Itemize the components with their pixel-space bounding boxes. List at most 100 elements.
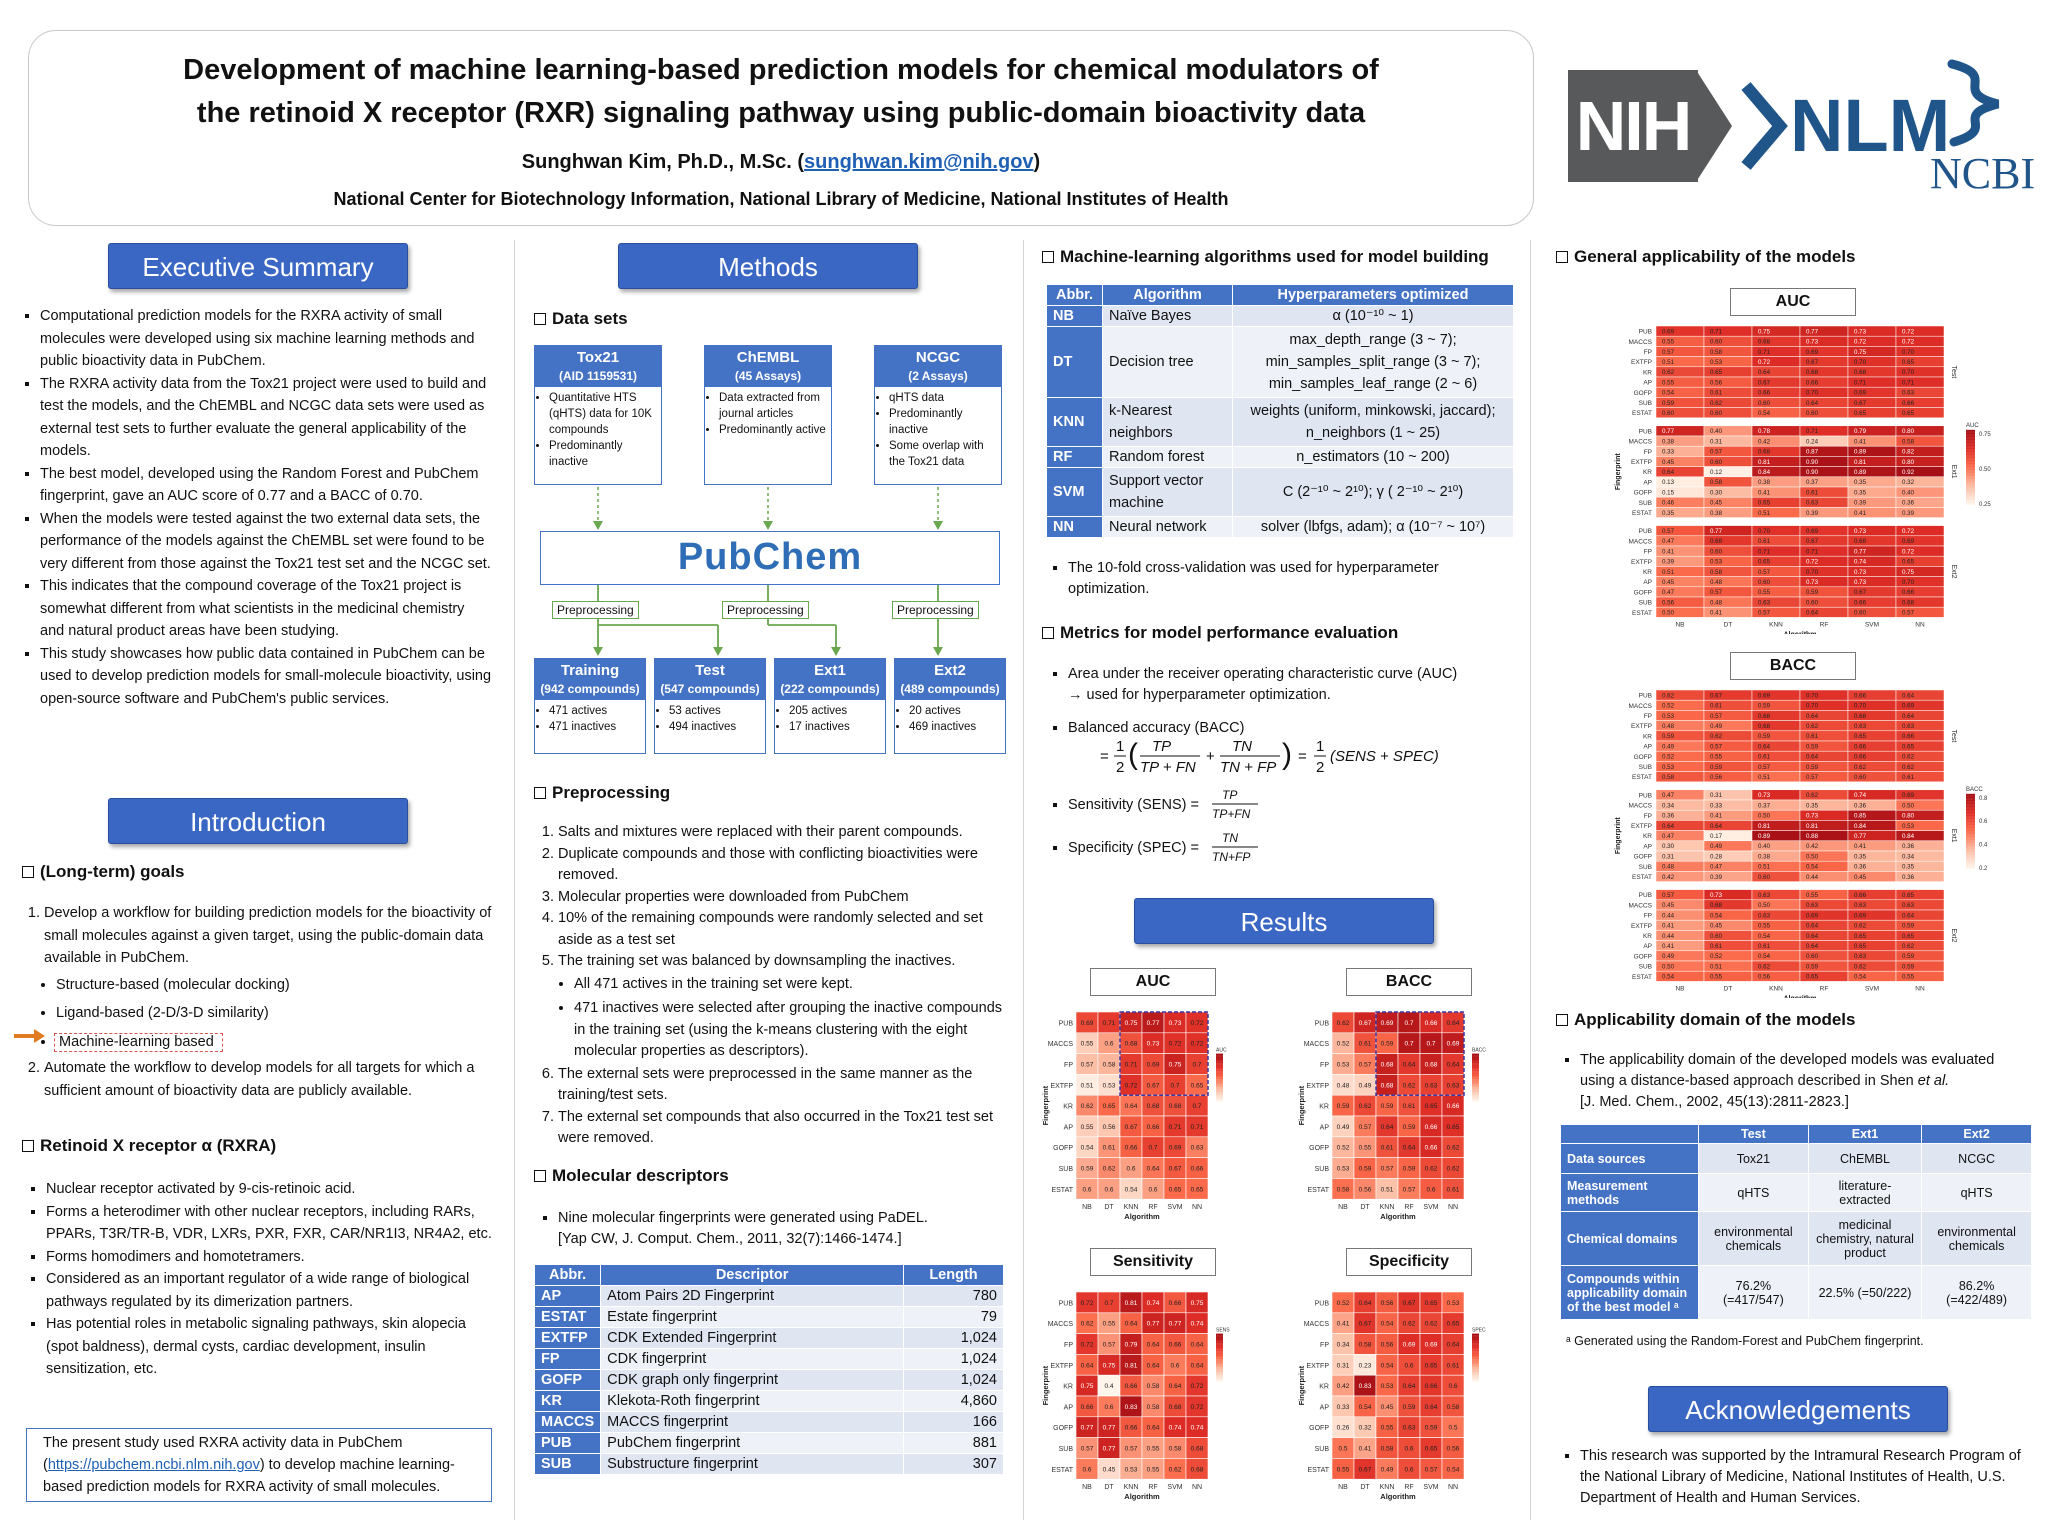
- legend-swatch: [1966, 501, 1975, 504]
- table-cell: RF: [1046, 446, 1103, 468]
- bacc-formula: = 1 2 ( TP TP + FN + TN TN + FP ) = 1 2 (SEN…: [1100, 738, 1439, 776]
- heatmap-cell-label: 0.65: [1447, 1321, 1460, 1328]
- heatmap-cell-label: 0.54: [1854, 974, 1867, 981]
- heatmap-cell-label: 0.84: [1902, 833, 1915, 840]
- heatmap-column-label: NN: [1192, 1484, 1202, 1491]
- legend-swatch: [1472, 1360, 1479, 1363]
- heatmap-cell-label: 0.41: [1854, 510, 1867, 517]
- heatmap-cell-label: 0.39: [1806, 510, 1819, 517]
- author-email-link[interactable]: sunghwan.kim@nih.gov: [804, 151, 1034, 173]
- heatmap-cell-label: 0.32: [1902, 479, 1915, 486]
- heatmap-cell-label: 0.64: [1758, 743, 1771, 750]
- table-row: FP CDK fingerprint 1,024: [533, 1348, 1004, 1370]
- column-header: Hyperparameters optimized: [1232, 284, 1514, 306]
- heatmap-cell-label: 0.66: [1902, 589, 1915, 596]
- heatmap-cell-label: 0.54: [1381, 1321, 1394, 1328]
- heatmap-cell: [1895, 970, 1945, 982]
- heatmap-cell-label: 0.7: [1192, 1103, 1201, 1110]
- heatmap-cell-label: 0.35: [1902, 864, 1915, 871]
- heatmap-x-axis-label: Algorithm: [1783, 995, 1816, 998]
- heatmap-cell-label: 0.45: [1710, 923, 1723, 930]
- heatmap-column-label: NB: [1675, 985, 1684, 992]
- set-item: 205 actives: [789, 703, 881, 719]
- note-text-end: ) to develop machine learning-based pred…: [43, 1457, 455, 1495]
- heatmap-cell-label: 0.5: [1338, 1446, 1347, 1453]
- legend-swatch: [1966, 844, 1975, 847]
- heatmap-cell-label: 0.28: [1710, 853, 1723, 860]
- legend-swatch: [1472, 1341, 1479, 1344]
- heatmap-cell-label: 0.55: [1103, 1321, 1116, 1328]
- heatmap-row-label: PUB: [1639, 528, 1652, 535]
- metric-item: Specificity (SPEC) =: [1068, 837, 1510, 860]
- heatmap-column-label: NN: [1915, 621, 1925, 628]
- heatmap-cell: [1441, 1458, 1465, 1480]
- svg-text:2: 2: [1316, 759, 1324, 776]
- legend-swatch: [1472, 1096, 1479, 1099]
- legend-swatch: [1216, 1373, 1223, 1376]
- ml-algorithms-table: Abbr. Algorithm Hyperparameters optimize…: [1046, 284, 1514, 538]
- legend-swatch: [1216, 1064, 1223, 1067]
- column-header: Abbr.: [533, 1264, 602, 1286]
- executive-summary-list: Computational prediction models for the …: [22, 305, 492, 710]
- legend-swatch: [1966, 828, 1975, 830]
- set-item: 53 actives: [669, 703, 761, 719]
- heatmap-cell-label: 0.50: [1758, 813, 1771, 820]
- heatmap-cell-label: 0.69: [1806, 349, 1819, 356]
- pubchem-link[interactable]: https://pubchem.ncbi.nlm.nih.gov: [47, 1457, 260, 1473]
- legend-swatch: [1472, 1093, 1479, 1096]
- heatmap-cell-label: 0.47: [1662, 538, 1675, 545]
- legend-swatch: [1966, 811, 1975, 814]
- legend-swatch: [1966, 834, 1975, 836]
- source-sub: (2 Assays): [908, 369, 968, 383]
- heatmap-cell-label: 0.68: [1806, 369, 1819, 376]
- heatmap-cell-label: 0.41: [1854, 843, 1867, 850]
- heatmap-cell-label: 0.54: [1758, 953, 1771, 960]
- heatmap-cell-label: 0.65: [1902, 933, 1915, 940]
- set-box-ext2: Ext2 (489 compounds) 20 actives469 inacti…: [894, 658, 1006, 754]
- heatmap-row-label: EXTFP: [1050, 1083, 1073, 1090]
- legend-swatch: [1966, 443, 1975, 445]
- heatmap-row-label: PUB: [1315, 1020, 1330, 1027]
- heatmap-row-label: EXTFP: [1631, 559, 1652, 566]
- heatmap-column-label: SVM: [1167, 1484, 1182, 1491]
- heatmap-row-label: FP: [1644, 913, 1652, 920]
- heatmap-cell-label: 0.61: [1403, 1103, 1416, 1110]
- heatmap-cell-label: 0.59: [1337, 1103, 1350, 1110]
- heatmap-cell-label: 0.54: [1359, 1404, 1372, 1411]
- heatmap-cell-label: 0.61: [1447, 1362, 1460, 1369]
- legend-title: SPEC: [1472, 1328, 1486, 1334]
- heatmap-cell-label: 0.68: [1169, 1404, 1182, 1411]
- heatmap-cell-label: 0.64: [1662, 823, 1675, 830]
- legend-swatch: [1472, 1343, 1479, 1345]
- heatmap-cell-label: 0.61: [1447, 1186, 1460, 1193]
- heatmap-row-label: KR: [1643, 733, 1652, 740]
- legend-swatch: [1966, 480, 1975, 483]
- column-header: Algorithm: [1102, 284, 1233, 306]
- heatmap-cell-label: 0.53: [1710, 359, 1723, 366]
- title-line-2: the retinoid X receptor (RXR) signaling …: [196, 97, 1366, 129]
- ml-algorithms-heading-text: Machine-learning algorithms used for mod…: [1060, 247, 1489, 266]
- heatmap-cell-label: 0.51: [1758, 864, 1771, 871]
- heatmap-cell-label: 0.57: [1662, 892, 1675, 899]
- heatmap-column-label: NB: [1338, 1484, 1348, 1491]
- legend-swatch: [1472, 1370, 1479, 1373]
- heatmap-cell-label: 0.57: [1758, 569, 1771, 576]
- heatmap-cell-label: 0.64: [1403, 1383, 1416, 1390]
- heatmap-cell-label: 0.72: [1125, 1082, 1138, 1089]
- heatmap-cell-label: 0.45: [1710, 500, 1723, 507]
- heatmap-cell-label: 0.31: [1710, 792, 1723, 799]
- heatmap-row-label: AP: [1320, 1124, 1330, 1131]
- heatmap-column-label: DT: [1104, 1204, 1114, 1211]
- goal-item: Automate the workflow to develop models …: [44, 1057, 494, 1102]
- heatmap-cell-label: 0.61: [1381, 1145, 1394, 1152]
- list-item: The 10-fold cross-validation was used fo…: [1068, 558, 1510, 600]
- heatmap-cell-label: 0.68: [1758, 449, 1771, 456]
- legend-swatch: [1216, 1368, 1223, 1371]
- heatmap-cell-label: 0.58: [1169, 1446, 1182, 1453]
- legend-swatch: [1472, 1082, 1479, 1085]
- table-cell: SUB: [533, 1453, 602, 1475]
- applicability-domain-heading-text: Applicability domain of the models: [1574, 1010, 1856, 1029]
- legend-swatch: [1472, 1053, 1479, 1056]
- metrics-list: Area under the receiver operating charac…: [1050, 664, 1510, 739]
- table-cell: ChEMBL: [1807, 1143, 1923, 1174]
